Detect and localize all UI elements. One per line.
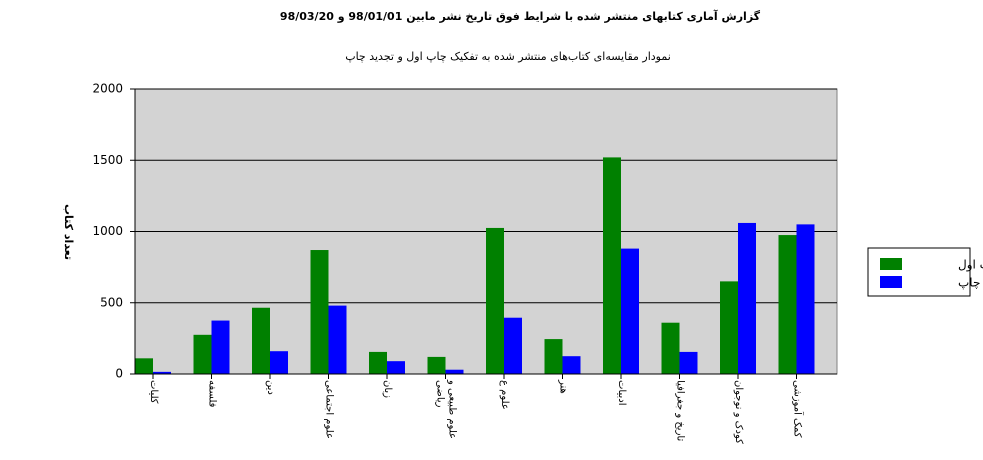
x-tick-label: تاریخ و جغرافیا <box>674 380 686 442</box>
legend-swatch <box>880 258 902 270</box>
x-tick-label: علوم اجتماعی <box>323 380 335 439</box>
x-tick-label: فلسفه <box>206 380 218 408</box>
bar <box>252 307 270 374</box>
bar <box>621 248 639 374</box>
bar <box>661 322 680 374</box>
bar <box>270 351 288 374</box>
bar <box>193 334 212 374</box>
chart-subtitle: نمودار مقایسه‌ای کتاب‌های منتشر شده به ت… <box>345 50 671 63</box>
bar <box>486 227 504 374</box>
legend-label: چاپ اول <box>958 258 983 273</box>
x-tick-label: کمک آموزشی <box>791 380 803 438</box>
bar <box>562 356 581 374</box>
x-tick-label: ادبیات <box>616 380 627 406</box>
bar <box>369 351 387 374</box>
legend-swatch <box>880 276 902 288</box>
y-tick-label: 1500 <box>92 153 123 167</box>
bar <box>387 361 405 374</box>
legend-label: تجدید چاپ <box>958 276 983 290</box>
y-tick-label: 0 <box>115 367 123 381</box>
bar <box>310 250 329 374</box>
y-tick-label: 1000 <box>92 224 123 238</box>
x-tick-label: کلیات <box>148 380 159 404</box>
bar <box>544 339 563 374</box>
bar <box>679 351 698 374</box>
y-tick-label: 2000 <box>92 82 123 96</box>
x-tick-label: علوم طبیعی و ریاضی <box>434 380 458 439</box>
legend-box <box>867 247 971 297</box>
bar <box>504 317 522 374</box>
bar <box>778 235 797 374</box>
bar <box>328 305 347 374</box>
x-tick-label: زبان <box>382 380 393 399</box>
bar <box>796 224 815 374</box>
bar <box>445 369 464 374</box>
x-tick-label: علوم ع <box>499 380 510 410</box>
y-tick-label: 500 <box>100 295 123 309</box>
x-tick-label: هنر <box>557 380 569 394</box>
bar <box>153 371 171 374</box>
x-tick-label: دین <box>265 380 276 395</box>
bar <box>211 320 230 374</box>
y-axis-label: تعداد کتاب <box>62 204 75 260</box>
bar <box>427 356 446 374</box>
bar <box>603 157 621 374</box>
bar <box>135 358 153 374</box>
x-tick-label: کودک و نوجوان <box>733 380 744 444</box>
bar <box>720 281 738 374</box>
bar <box>738 222 756 374</box>
chart-title: گزارش آماری کتابهای منتشر شده با شرایط ف… <box>280 9 761 23</box>
